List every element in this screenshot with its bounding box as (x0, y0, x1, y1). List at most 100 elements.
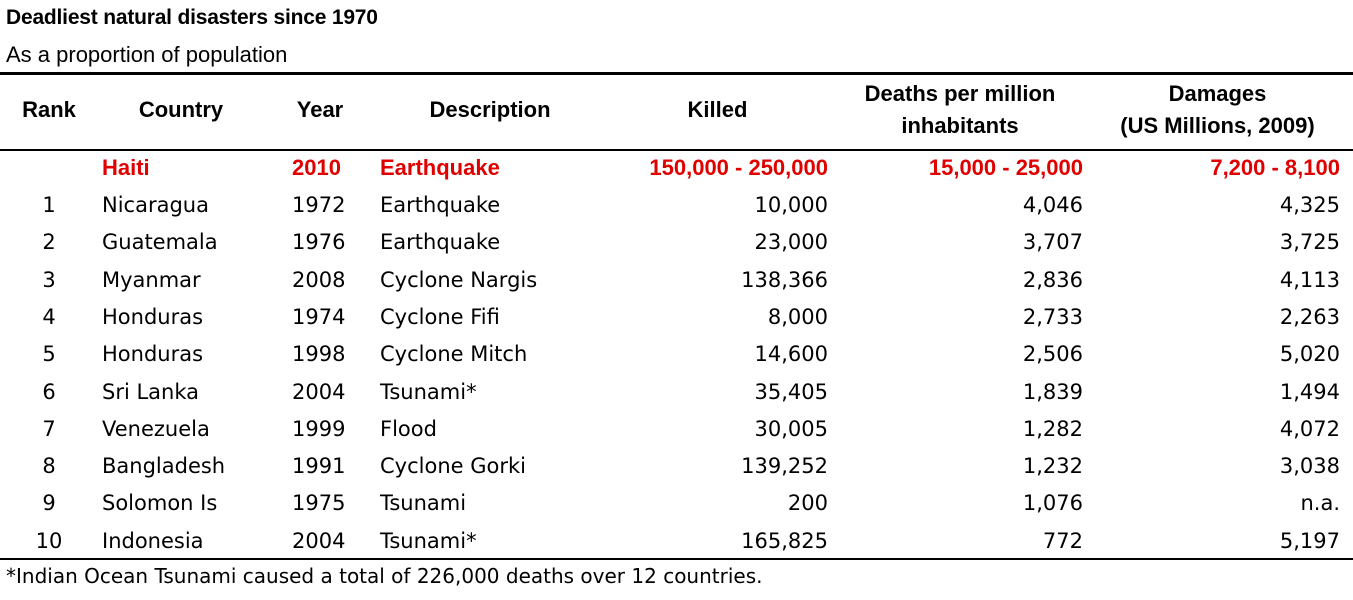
cell-country: Guatemala (102, 230, 218, 255)
cell-damages: 1,494 (1279, 379, 1340, 404)
cell-rank: 6 (42, 379, 56, 404)
cell-rank: 2 (42, 230, 56, 255)
cell-year: 1975 (292, 491, 346, 516)
table-subtitle: As a proportion of population (6, 42, 288, 67)
header-deaths-line1: Deaths per million (864, 81, 1056, 106)
cell-rank: 9 (42, 491, 56, 516)
cell-deaths-per-million: 15,000 - 25,000 (928, 155, 1083, 180)
cell-killed: 8,000 (767, 304, 828, 329)
cell-country: Indonesia (102, 528, 204, 553)
cell-deaths-per-million: 2,506 (1022, 342, 1083, 367)
cell-country: Solomon Is (102, 491, 218, 516)
cell-rank: 10 (35, 528, 63, 553)
cell-country: Honduras (102, 342, 204, 367)
cell-country: Sri Lanka (102, 379, 200, 404)
cell-year: 2004 (292, 379, 346, 404)
cell-country: Haiti (102, 155, 150, 180)
cell-killed: 23,000 (754, 230, 828, 255)
cell-country: Honduras (102, 304, 204, 329)
cell-killed: 139,252 (741, 454, 828, 479)
table-row: 9 Solomon Is 1975 Tsunami 200 1,076 n.a. (0, 485, 1353, 522)
cell-country: Myanmar (102, 267, 201, 292)
cell-damages: 5,197 (1279, 528, 1340, 553)
cell-description: Cyclone Gorki (380, 454, 526, 479)
cell-description: Tsunami (380, 491, 467, 516)
header-description: Description (429, 97, 551, 122)
header-damages-line1: Damages (1168, 81, 1267, 106)
cell-damages: 3,725 (1279, 230, 1340, 255)
cell-country: Venezuela (102, 416, 210, 441)
cell-deaths-per-million: 4,046 (1022, 193, 1083, 217)
cell-description: Cyclone Fifi (380, 304, 500, 329)
table-row: 4 Honduras 1974 Cyclone Fifi 8,000 2,733 2,263 (0, 299, 1353, 336)
cell-deaths-per-million: 1,839 (1022, 379, 1083, 404)
cell-deaths-per-million: 1,076 (1022, 491, 1083, 516)
cell-year: 1976 (292, 230, 346, 255)
cell-killed: 150,000 - 250,000 (649, 155, 828, 180)
cell-rank: 5 (42, 342, 56, 367)
table-row: 5 Honduras 1998 Cyclone Mitch 14,600 2,506 5,0… (0, 336, 1353, 373)
table-row: 8 Bangladesh 1991 Cyclone Gorki 139,252 1,232… (0, 448, 1353, 485)
header-killed: Killed (687, 97, 748, 122)
cell-year: 1991 (292, 454, 346, 479)
cell-damages: 2,263 (1279, 304, 1340, 329)
footnote: *Indian Ocean Tsunami caused a total of … (6, 564, 763, 588)
top-rule (0, 72, 1353, 75)
cell-country: Nicaragua (102, 193, 209, 217)
cell-killed: 35,405 (754, 379, 828, 404)
cell-rank: 1 (42, 193, 56, 217)
table-row: 2 Guatemala 1976 Earthquake 23,000 3,707 3,725 (0, 224, 1353, 261)
table-row: 6 Sri Lanka 2004 Tsunami* 35,405 1,839 1,494 (0, 374, 1353, 411)
cell-year: 1974 (292, 304, 346, 329)
cell-damages: 4,325 (1279, 193, 1340, 217)
cell-rank: 4 (42, 304, 56, 329)
cell-killed: 200 (787, 491, 828, 516)
cell-year: 1998 (292, 342, 346, 367)
cell-country: Bangladesh (102, 454, 226, 479)
header-country: Country (138, 97, 224, 122)
cell-damages: 5,020 (1279, 342, 1340, 367)
header-damages-line2: (US Millions, 2009) (1120, 113, 1315, 138)
cell-description: Earthquake (380, 193, 501, 217)
header-year: Year (296, 97, 344, 122)
cell-killed: 165,825 (741, 528, 828, 553)
cell-damages: 4,113 (1279, 267, 1340, 292)
table-row: 3 Myanmar 2008 Cyclone Nargis 138,366 2,836 4,… (0, 262, 1353, 299)
bottom-rule (0, 558, 1353, 560)
cell-description: Earthquake (380, 155, 500, 180)
header-deaths-line2: inhabitants (901, 113, 1019, 138)
cell-year: 1999 (292, 416, 346, 441)
cell-year: 2004 (292, 528, 346, 553)
header-rule (0, 149, 1353, 151)
cell-damages: 4,072 (1279, 416, 1340, 441)
table-title: Deadliest natural disasters since 1970 (6, 6, 378, 29)
cell-deaths-per-million: 1,232 (1022, 454, 1083, 479)
cell-year: 1972 (292, 193, 346, 217)
cell-deaths-per-million: 2,733 (1022, 304, 1083, 329)
cell-year: 2010 (292, 155, 341, 180)
cell-rank: 8 (42, 454, 56, 479)
cell-description: Flood (380, 416, 437, 441)
header-rank: Rank (22, 97, 76, 122)
cell-damages: 7,200 - 8,100 (1210, 155, 1340, 180)
cell-killed: 14,600 (754, 342, 828, 367)
cell-deaths-per-million: 1,282 (1022, 416, 1083, 441)
cell-deaths-per-million: 3,707 (1022, 230, 1083, 255)
table-row: 7 Venezuela 1999 Flood 30,005 1,282 4,072 (0, 411, 1353, 448)
cell-deaths-per-million: 772 (1042, 528, 1083, 553)
cell-killed: 138,366 (741, 267, 828, 292)
cell-damages: 3,038 (1279, 454, 1340, 479)
cell-damages: n.a. (1300, 491, 1340, 516)
cell-rank: 7 (42, 416, 56, 441)
cell-description: Tsunami* (380, 528, 477, 553)
table-row-highlight: Haiti 2010 Earthquake 150,000 - 250,000 … (0, 149, 1353, 186)
cell-rank: 3 (42, 267, 56, 292)
table-row: 10 Indonesia 2004 Tsunami* 165,825 772 5,197 (0, 523, 1353, 560)
cell-description: Cyclone Nargis (380, 267, 538, 292)
cell-deaths-per-million: 2,836 (1022, 267, 1083, 292)
cell-year: 2008 (292, 267, 346, 292)
cell-description: Cyclone Mitch (380, 342, 528, 367)
cell-description: Tsunami* (380, 379, 477, 404)
cell-killed: 30,005 (754, 416, 828, 441)
table-row: 1 Nicaragua 1972 Earthquake 10,000 4,046 4,325 (0, 187, 1353, 224)
